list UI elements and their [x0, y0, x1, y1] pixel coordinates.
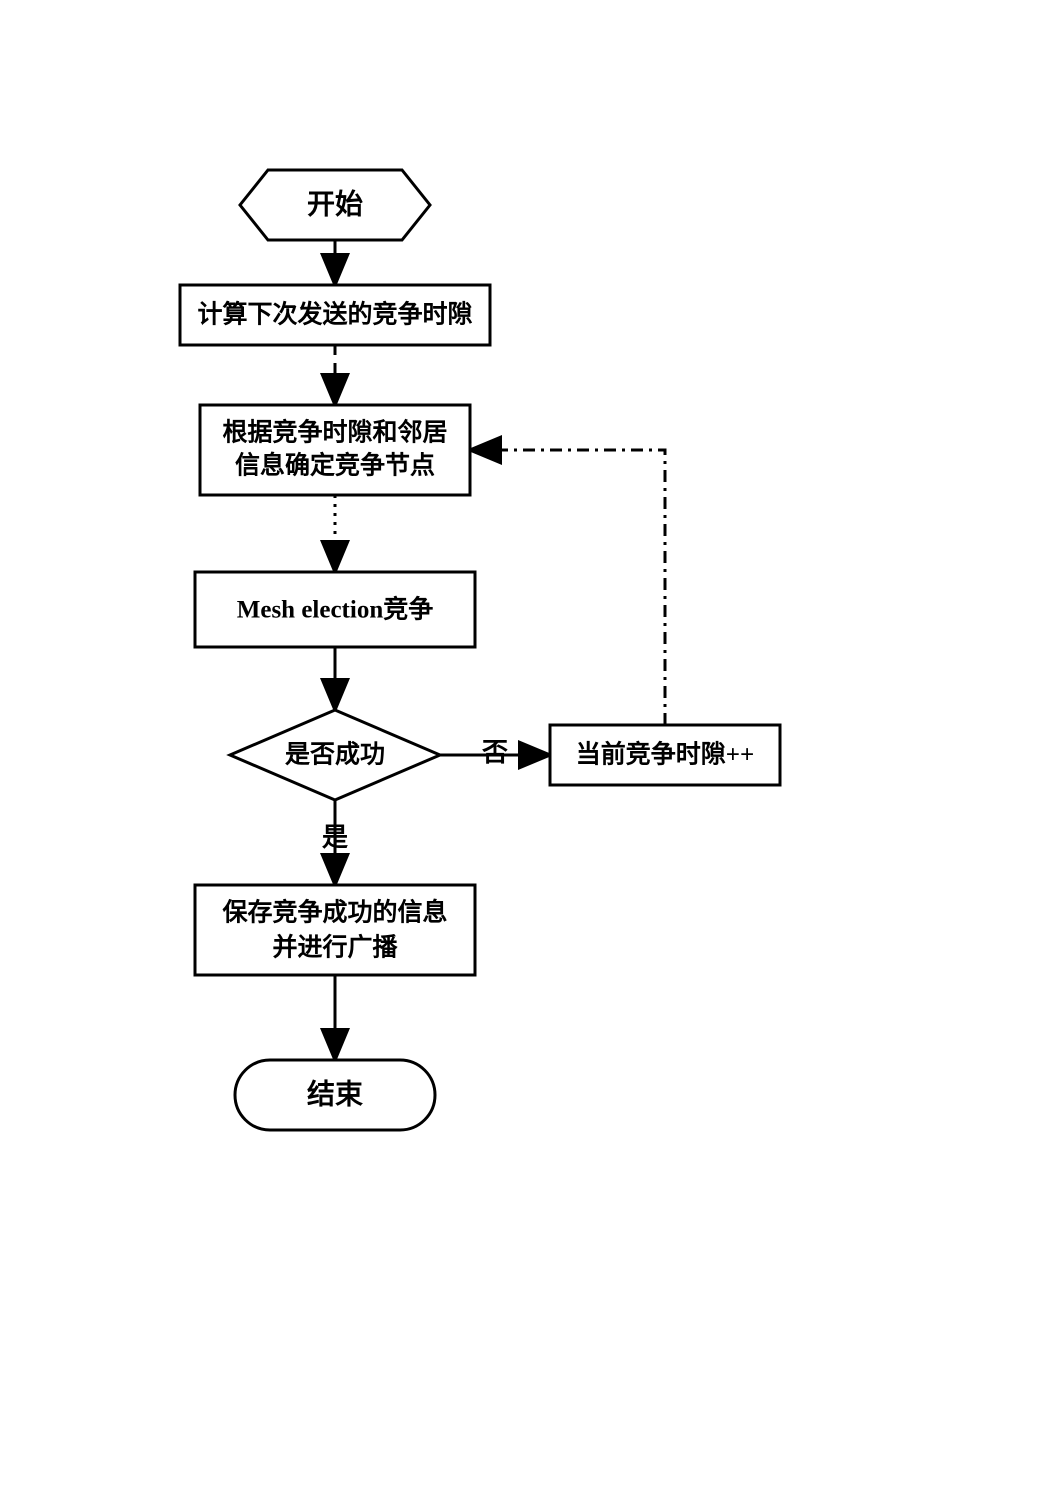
edge-increment-determine — [472, 450, 665, 725]
node-determine — [200, 405, 470, 495]
node-mesh-label: Mesh election竞争 — [237, 595, 434, 624]
node-end-label: 结束 — [307, 1078, 363, 1110]
node-increment-label: 当前竞争时隙++ — [576, 740, 755, 769]
node-save-label2: 并进行广播 — [272, 933, 398, 962]
node-decision-label: 是否成功 — [285, 741, 385, 769]
node-determine-label2: 信息确定竞争节点 — [235, 451, 435, 480]
node-save-label1: 保存竞争成功的信息 — [221, 898, 447, 927]
node-determine-label1: 根据竞争时隙和邻居 — [222, 418, 447, 447]
node-start-label: 开始 — [307, 188, 363, 220]
edge-label-yes: 是 — [322, 823, 348, 852]
node-calc-label: 计算下次发送的竞争时隙 — [197, 300, 472, 329]
edge-label-no: 否 — [482, 738, 508, 767]
flowchart-canvas: 否 是 开始 计算下次发送的竞争时隙 根据竞争时隙和邻居 信息确定竞争节点 Me… — [0, 0, 1052, 1500]
